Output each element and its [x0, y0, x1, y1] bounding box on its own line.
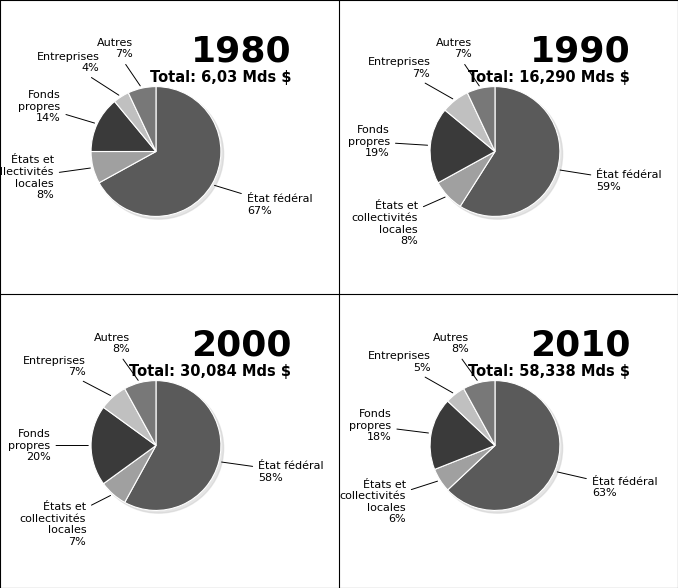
Wedge shape: [435, 446, 495, 490]
Text: Entreprises
7%: Entreprises 7%: [367, 58, 453, 99]
Wedge shape: [91, 152, 156, 183]
Text: Autres
7%: Autres 7%: [436, 38, 479, 86]
Text: 1990: 1990: [530, 34, 631, 68]
Wedge shape: [447, 380, 560, 510]
Wedge shape: [467, 86, 495, 152]
Text: État fédéral
59%: État fédéral 59%: [560, 170, 662, 192]
Text: États et
collectivités
locales
6%: États et collectivités locales 6%: [340, 480, 437, 524]
Text: Total: 58,338 Mds $: Total: 58,338 Mds $: [468, 365, 631, 379]
Text: Total: 6,03 Mds $: Total: 6,03 Mds $: [150, 71, 292, 85]
Wedge shape: [430, 401, 495, 469]
Wedge shape: [464, 380, 495, 446]
Text: Fonds
propres
18%: Fonds propres 18%: [349, 409, 428, 442]
Text: Autres
8%: Autres 8%: [94, 333, 138, 380]
Circle shape: [433, 383, 563, 513]
Text: État fédéral
58%: État fédéral 58%: [222, 461, 324, 483]
Wedge shape: [104, 446, 156, 502]
Circle shape: [94, 383, 224, 513]
Wedge shape: [91, 407, 156, 484]
Text: État fédéral
67%: État fédéral 67%: [214, 185, 313, 216]
Wedge shape: [99, 86, 221, 216]
Text: Entreprises
4%: Entreprises 4%: [37, 52, 119, 95]
Text: Fonds
propres
19%: Fonds propres 19%: [348, 125, 428, 158]
Text: États et
collectivités
locales
7%: États et collectivités locales 7%: [20, 496, 111, 547]
Text: Fonds
propres
20%: Fonds propres 20%: [8, 429, 88, 462]
Text: Entreprises
5%: Entreprises 5%: [367, 352, 453, 393]
Circle shape: [94, 89, 224, 219]
Wedge shape: [460, 86, 560, 216]
Text: Total: 16,290 Mds $: Total: 16,290 Mds $: [468, 71, 631, 85]
Text: Autres
8%: Autres 8%: [433, 333, 477, 380]
Text: États et
collectivités
locales
8%: États et collectivités locales 8%: [352, 197, 445, 246]
Text: 2010: 2010: [530, 328, 631, 362]
Wedge shape: [447, 389, 495, 446]
Text: 2000: 2000: [191, 328, 292, 362]
Wedge shape: [125, 380, 221, 510]
Wedge shape: [91, 102, 156, 152]
Text: Entreprises
7%: Entreprises 7%: [23, 356, 111, 396]
Circle shape: [433, 89, 563, 219]
Text: État fédéral
63%: État fédéral 63%: [557, 472, 658, 498]
Wedge shape: [438, 152, 495, 206]
Wedge shape: [125, 380, 156, 446]
Wedge shape: [115, 93, 156, 152]
Wedge shape: [445, 93, 495, 152]
Wedge shape: [104, 389, 156, 446]
Text: États et
collectivités
locales
8%: États et collectivités locales 8%: [0, 155, 90, 200]
Wedge shape: [430, 110, 495, 183]
Wedge shape: [128, 86, 156, 152]
Text: Autres
7%: Autres 7%: [97, 38, 140, 86]
Text: Fonds
propres
14%: Fonds propres 14%: [18, 90, 94, 123]
Text: 1980: 1980: [191, 34, 292, 68]
Text: Total: 30,084 Mds $: Total: 30,084 Mds $: [129, 365, 292, 379]
